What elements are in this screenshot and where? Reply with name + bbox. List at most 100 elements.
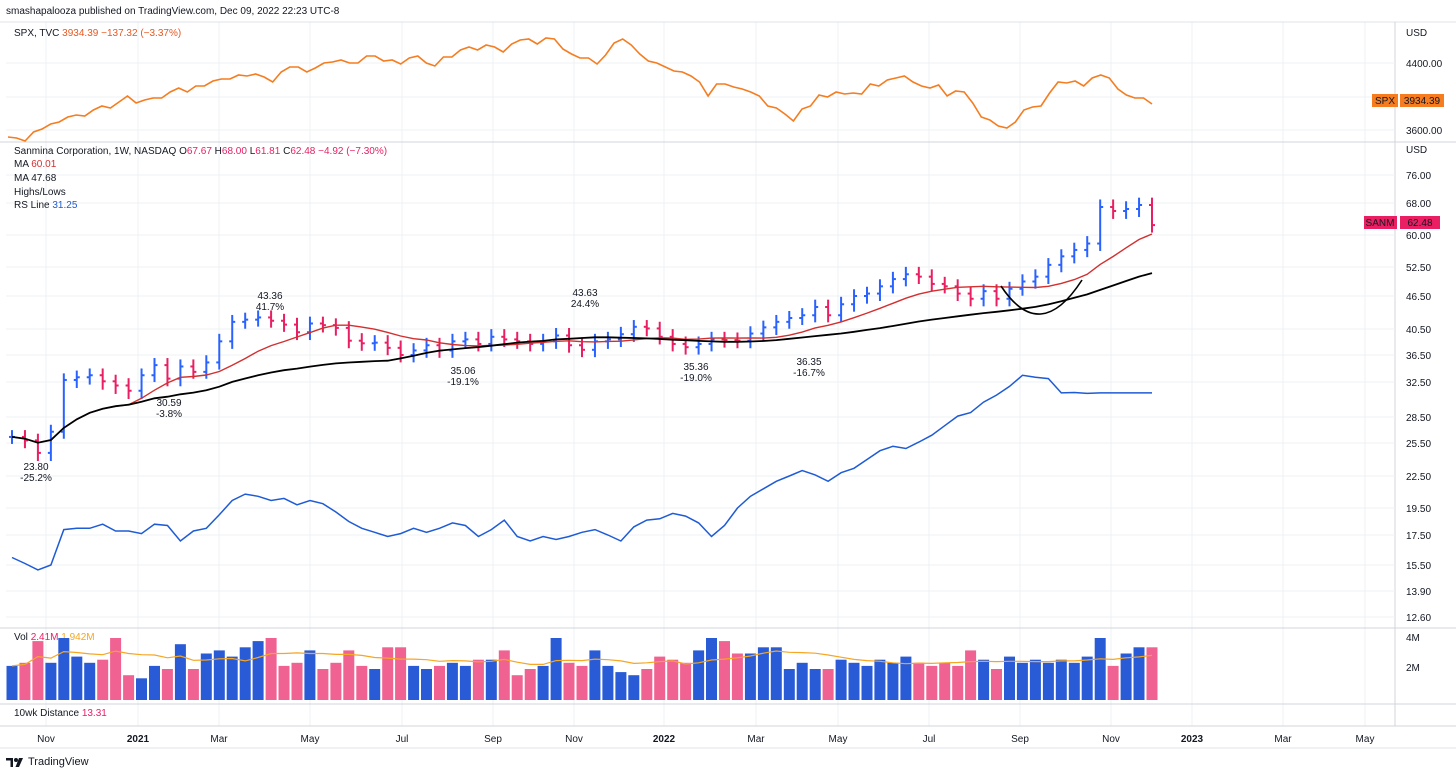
volume-bar [874, 659, 886, 700]
rs-legend: RS Line 31.25 [14, 200, 78, 211]
base-pattern-arc [1000, 279, 1083, 315]
price-axis-tick: 12.60 [1406, 613, 1431, 624]
ma2-legend: MA 47.68 [14, 173, 57, 184]
volume-bar [563, 662, 575, 700]
volume-bar [395, 647, 407, 700]
volume-bar [1120, 653, 1132, 700]
volume-bar [757, 647, 769, 700]
ohlc-close-label: C [283, 146, 290, 157]
volume-bar [615, 672, 627, 700]
ma1-value: 60.01 [31, 159, 56, 170]
ma-fast-line [11, 233, 1153, 444]
publisher-line: smashapalooza published on TradingView.c… [6, 6, 340, 17]
rs-label: RS Line [14, 200, 52, 211]
volume-bar [693, 650, 705, 700]
annotation-pct: -19.0% [680, 373, 712, 384]
volume-bar [485, 659, 497, 700]
volume-bar [744, 653, 756, 700]
volume-bar [317, 669, 329, 700]
volume-bar [382, 647, 394, 700]
price-axis-tick: 60.00 [1406, 231, 1431, 242]
volume-bar [200, 653, 212, 700]
spx-axis-unit: USD [1406, 28, 1427, 39]
x-axis-label: May [1356, 734, 1375, 745]
x-axis-label: Mar [210, 734, 228, 745]
sanm-tag-value-bg [1400, 216, 1440, 229]
volume-bar [939, 662, 951, 700]
x-axis-label: 2023 [1181, 734, 1204, 745]
volume-bar [1146, 647, 1158, 700]
spx-tag-symbol-bg [1372, 94, 1398, 107]
volume-bar [434, 665, 445, 700]
volume-bar [991, 669, 1002, 700]
ohlc-high: 68.00 [222, 146, 250, 157]
price-axis-tick: 15.50 [1406, 561, 1431, 572]
annotation-price: 43.36 [257, 291, 282, 302]
tradingview-footer: TradingView [6, 756, 89, 768]
volume-bar [71, 656, 83, 700]
x-axis-label: May [301, 734, 320, 745]
ohlc-open: 67.67 [187, 146, 215, 157]
annotation-price: 36.35 [796, 357, 821, 368]
volume-bar [343, 650, 355, 700]
ohlc-change: −4.92 (−7.30%) [318, 146, 387, 157]
sanm-tag-value: 62.48 [1407, 218, 1432, 229]
volume-bar [978, 659, 990, 700]
volume-bar [511, 675, 523, 700]
volume-bar [770, 647, 782, 700]
volume-bar [1055, 659, 1067, 700]
volume-bar [226, 656, 238, 700]
volume-bar [706, 638, 717, 700]
annotation-price: 35.36 [683, 362, 708, 373]
volume-bar [265, 638, 277, 700]
price-axis-tick: 13.90 [1406, 587, 1431, 598]
annotation-price: 43.63 [572, 288, 597, 299]
volume-bar [835, 659, 847, 700]
volume-bar [45, 662, 57, 700]
volume-bar [822, 669, 834, 700]
volume-bar [952, 665, 964, 700]
volume-bar [110, 638, 122, 700]
volume-bar [667, 659, 679, 700]
price-axis-tick: 46.50 [1406, 292, 1431, 303]
x-axis-label: Jul [923, 734, 936, 745]
volume-bar [926, 665, 938, 700]
volume-bar [291, 662, 303, 700]
volume-bar [356, 665, 368, 700]
volume-bar [783, 669, 795, 700]
volume-bar [809, 669, 821, 700]
volume-bar [913, 662, 925, 700]
x-axis-label: May [829, 734, 848, 745]
price-axis-tick: 28.50 [1406, 413, 1431, 424]
annotation-pct: 24.4% [571, 299, 599, 310]
spx-tag-value: 3934.39 [1404, 96, 1441, 107]
annotation-price: 30.59 [156, 398, 181, 409]
ohlc-low-label: L [250, 146, 256, 157]
volume-bar [589, 650, 601, 700]
price-axis-unit: USD [1406, 145, 1427, 156]
volume-bar [498, 650, 510, 700]
spx-axis-tick: 3600.00 [1406, 126, 1443, 137]
distance-legend: 10wk Distance 13.31 [14, 708, 107, 719]
volume-bar [848, 662, 860, 700]
volume-bar [304, 650, 316, 700]
sanm-tag-symbol: SANM [1366, 218, 1395, 229]
volume-bar [446, 662, 458, 700]
spx-legend-name: SPX, TVC [14, 28, 62, 39]
volume-bar [796, 662, 808, 700]
price-axis-tick: 32.50 [1406, 378, 1431, 389]
x-axis-label: Sep [484, 734, 502, 745]
volume-bar [1094, 638, 1106, 700]
volume-bar [213, 650, 225, 700]
volume-bar [965, 650, 977, 700]
volume-bar [576, 665, 588, 700]
price-legend: Sanmina Corporation, 1W, NASDAQ O67.67 H… [14, 146, 387, 157]
volume-bar [861, 665, 873, 700]
vol-axis-tick: 4M [1406, 633, 1420, 644]
volume-bar [32, 641, 44, 700]
spx-tag-value-bg [1400, 94, 1444, 107]
volume-ma-line [11, 650, 1153, 667]
volume-bar [161, 669, 173, 700]
rs-value: 31.25 [52, 200, 77, 211]
